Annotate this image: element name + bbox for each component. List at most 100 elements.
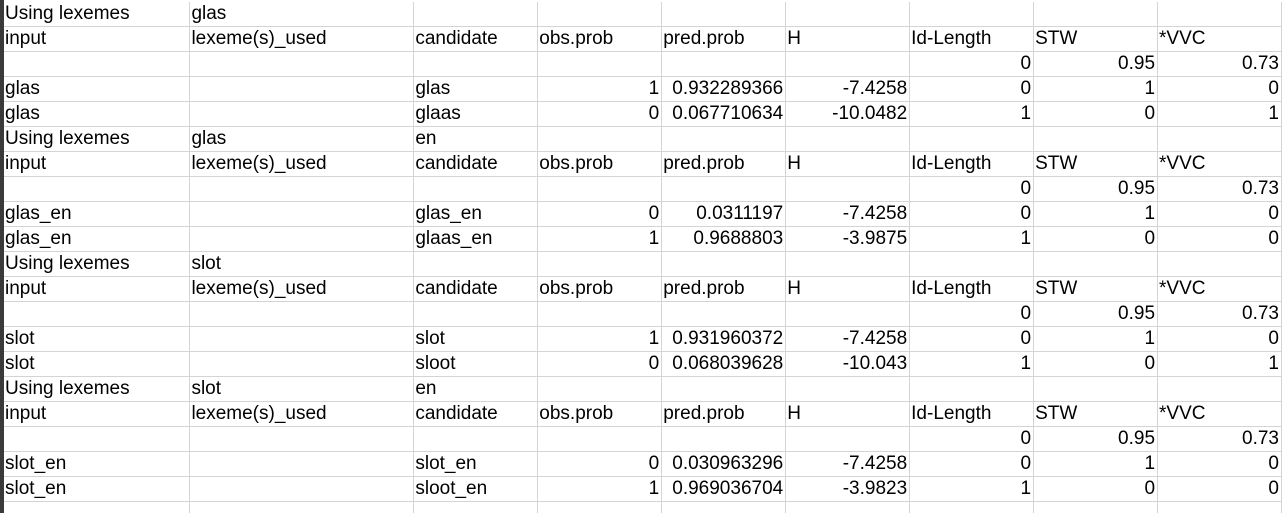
cell[interactable] xyxy=(189,426,415,452)
cell[interactable] xyxy=(4,501,191,513)
cell[interactable]: *VVC xyxy=(1157,401,1282,427)
cell[interactable] xyxy=(4,301,191,327)
cell[interactable] xyxy=(1157,2,1282,27)
cell[interactable] xyxy=(661,501,787,513)
cell[interactable]: slot xyxy=(4,326,191,352)
cell[interactable]: input xyxy=(4,401,191,427)
cell[interactable] xyxy=(661,376,787,402)
cell[interactable]: slot_en xyxy=(413,451,539,477)
cell[interactable] xyxy=(661,301,787,327)
cell[interactable]: 0.73 xyxy=(1157,301,1282,327)
cell[interactable] xyxy=(661,126,787,152)
cell[interactable] xyxy=(189,226,415,252)
cell[interactable]: 0 xyxy=(537,351,663,377)
cell[interactable] xyxy=(661,176,787,202)
cell[interactable]: 0.95 xyxy=(1033,426,1159,452)
cell[interactable] xyxy=(189,101,415,127)
cell[interactable]: 0 xyxy=(909,426,1035,452)
cell[interactable]: -3.9875 xyxy=(785,226,911,252)
cell[interactable]: -10.0482 xyxy=(785,101,911,127)
cell[interactable]: STW xyxy=(1033,276,1159,302)
cell[interactable] xyxy=(909,376,1035,402)
cell[interactable]: pred.prob xyxy=(661,26,787,52)
cell[interactable] xyxy=(537,176,663,202)
cell[interactable] xyxy=(537,501,663,513)
cell[interactable]: slot xyxy=(189,376,415,402)
cell[interactable]: 0 xyxy=(909,76,1035,102)
cell[interactable] xyxy=(909,251,1035,277)
cell[interactable]: 0 xyxy=(1157,476,1282,502)
cell[interactable] xyxy=(189,476,415,502)
cell[interactable] xyxy=(413,501,539,513)
cell[interactable]: glaas_en xyxy=(413,226,539,252)
cell[interactable]: 0 xyxy=(1033,476,1159,502)
cell[interactable]: 0 xyxy=(1157,451,1282,477)
cell[interactable]: -7.4258 xyxy=(785,326,911,352)
cell[interactable]: 1 xyxy=(1157,101,1282,127)
cell[interactable]: 0 xyxy=(537,201,663,227)
cell[interactable] xyxy=(1033,501,1159,513)
cell[interactable]: obs.prob xyxy=(537,151,663,177)
cell[interactable]: 0 xyxy=(909,301,1035,327)
cell[interactable] xyxy=(785,301,911,327)
cell[interactable]: 0 xyxy=(1157,76,1282,102)
cell[interactable]: 0 xyxy=(1033,351,1159,377)
cell[interactable]: Id-Length xyxy=(909,26,1035,52)
cell[interactable]: Using lexemes xyxy=(4,126,191,152)
cell[interactable]: -7.4258 xyxy=(785,201,911,227)
cell[interactable]: glas xyxy=(413,76,539,102)
cell[interactable]: 1 xyxy=(1033,451,1159,477)
cell[interactable]: 1 xyxy=(909,476,1035,502)
cell[interactable]: STW xyxy=(1033,26,1159,52)
cell[interactable]: 0.931960372 xyxy=(661,326,787,352)
cell[interactable]: 1 xyxy=(537,326,663,352)
cell[interactable] xyxy=(785,251,911,277)
cell[interactable]: *VVC xyxy=(1157,151,1282,177)
cell[interactable] xyxy=(4,426,191,452)
cell[interactable]: sloot xyxy=(413,351,539,377)
cell[interactable] xyxy=(189,76,415,102)
cell[interactable]: slot_en xyxy=(4,476,191,502)
cell[interactable] xyxy=(1157,126,1282,152)
cell[interactable]: 0 xyxy=(909,201,1035,227)
cell[interactable]: Using lexemes xyxy=(4,2,191,27)
cell[interactable] xyxy=(785,426,911,452)
cell[interactable]: candidate xyxy=(413,151,539,177)
cell[interactable]: slot xyxy=(413,326,539,352)
cell[interactable]: glas_en xyxy=(4,201,191,227)
cell[interactable]: slot_en xyxy=(4,451,191,477)
cell[interactable]: 0.9688803 xyxy=(661,226,787,252)
cell[interactable]: input xyxy=(4,26,191,52)
cell[interactable] xyxy=(661,251,787,277)
cell[interactable] xyxy=(909,126,1035,152)
cell[interactable]: 0 xyxy=(1157,326,1282,352)
cell[interactable]: 1 xyxy=(909,226,1035,252)
cell[interactable]: obs.prob xyxy=(537,276,663,302)
cell[interactable]: glas xyxy=(189,2,415,27)
cell[interactable]: 1 xyxy=(537,76,663,102)
cell[interactable]: 0 xyxy=(909,326,1035,352)
cell[interactable] xyxy=(785,126,911,152)
cell[interactable]: glas xyxy=(189,126,415,152)
cell[interactable] xyxy=(537,51,663,77)
cell[interactable]: glas_en xyxy=(413,201,539,227)
cell[interactable]: 0.95 xyxy=(1033,301,1159,327)
cell[interactable]: 0 xyxy=(909,451,1035,477)
cell[interactable]: H xyxy=(785,401,911,427)
cell[interactable] xyxy=(413,176,539,202)
cell[interactable]: lexeme(s)_used xyxy=(189,276,415,302)
cell[interactable] xyxy=(189,326,415,352)
cell[interactable] xyxy=(909,501,1035,513)
cell[interactable]: -3.9823 xyxy=(785,476,911,502)
cell[interactable]: candidate xyxy=(413,26,539,52)
cell[interactable] xyxy=(661,51,787,77)
cell[interactable]: Id-Length xyxy=(909,276,1035,302)
cell[interactable] xyxy=(785,2,911,27)
cell[interactable]: Using lexemes xyxy=(4,251,191,277)
cell[interactable] xyxy=(661,2,787,27)
cell[interactable]: -7.4258 xyxy=(785,451,911,477)
cell[interactable]: lexeme(s)_used xyxy=(189,401,415,427)
cell[interactable] xyxy=(189,301,415,327)
cell[interactable]: lexeme(s)_used xyxy=(189,26,415,52)
cell[interactable]: glas xyxy=(4,101,191,127)
